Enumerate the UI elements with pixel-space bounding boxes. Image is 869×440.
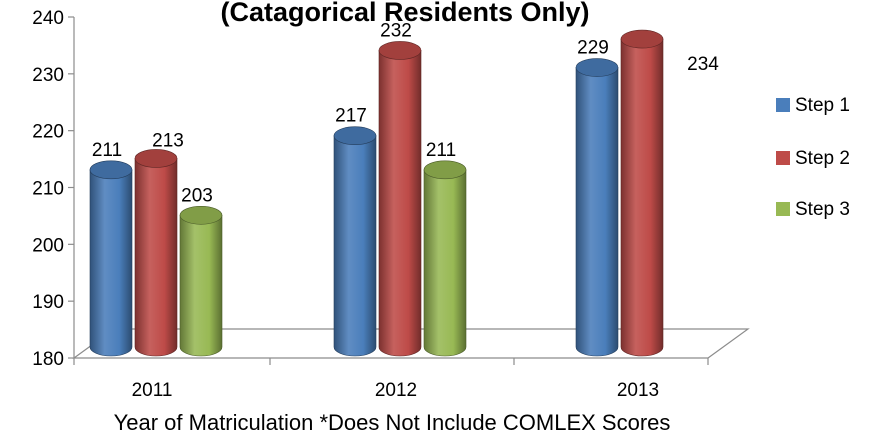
y-tick-label: 190: [32, 292, 64, 313]
legend-swatch: [776, 98, 790, 112]
data-label: 232: [380, 20, 412, 41]
x-axis-title: Year of Matriculation *Does Not Include …: [114, 410, 671, 435]
bar-2013-step-2: [620, 29, 664, 357]
bar-2012-step-1: [333, 126, 377, 357]
bar-2012-step-3: [423, 160, 467, 357]
x-tick-label: 2013: [617, 380, 659, 401]
y-tick-label: 200: [32, 235, 64, 256]
bar-2011-step-2: [134, 149, 178, 357]
legend-swatch: [776, 151, 790, 165]
y-tick-label: 210: [32, 179, 64, 200]
axes: 180 190 200 210 220 230 240 2011 2012 2013: [32, 8, 750, 401]
x-tick-label: 2012: [375, 380, 417, 401]
data-label: 211: [426, 140, 456, 161]
legend: Step 1 Step 2 Step 3: [776, 95, 850, 220]
y-tick-label: 180: [32, 349, 64, 370]
data-label: 203: [181, 185, 213, 206]
legend-item-step-3: Step 3: [776, 199, 850, 220]
data-label: 234: [687, 54, 719, 75]
bars: [89, 29, 664, 357]
data-labels: 211 213 203 217 232 211 229 234: [92, 20, 719, 206]
legend-swatch: [776, 202, 790, 216]
chart-title: (Catagorical Residents Only): [220, 0, 589, 27]
bar-2011-step-3: [179, 205, 223, 357]
bar-2012-step-2: [378, 41, 422, 357]
data-label: 213: [152, 130, 184, 151]
bar-2013-step-1: [575, 58, 619, 357]
y-tick-label: 230: [32, 65, 64, 86]
legend-label: Step 2: [795, 148, 850, 169]
legend-item-step-2: Step 2: [776, 148, 850, 169]
y-tick-label: 220: [32, 122, 64, 143]
legend-label: Step 1: [795, 95, 850, 116]
data-label: 211: [92, 140, 122, 161]
data-label: 229: [577, 38, 609, 59]
y-tick-label: 240: [32, 8, 64, 29]
bar-2011-step-1: [89, 160, 133, 357]
legend-label: Step 3: [795, 199, 850, 220]
x-tick-label: 2011: [132, 380, 173, 401]
data-label: 217: [335, 106, 367, 127]
legend-item-step-1: Step 1: [776, 95, 850, 116]
